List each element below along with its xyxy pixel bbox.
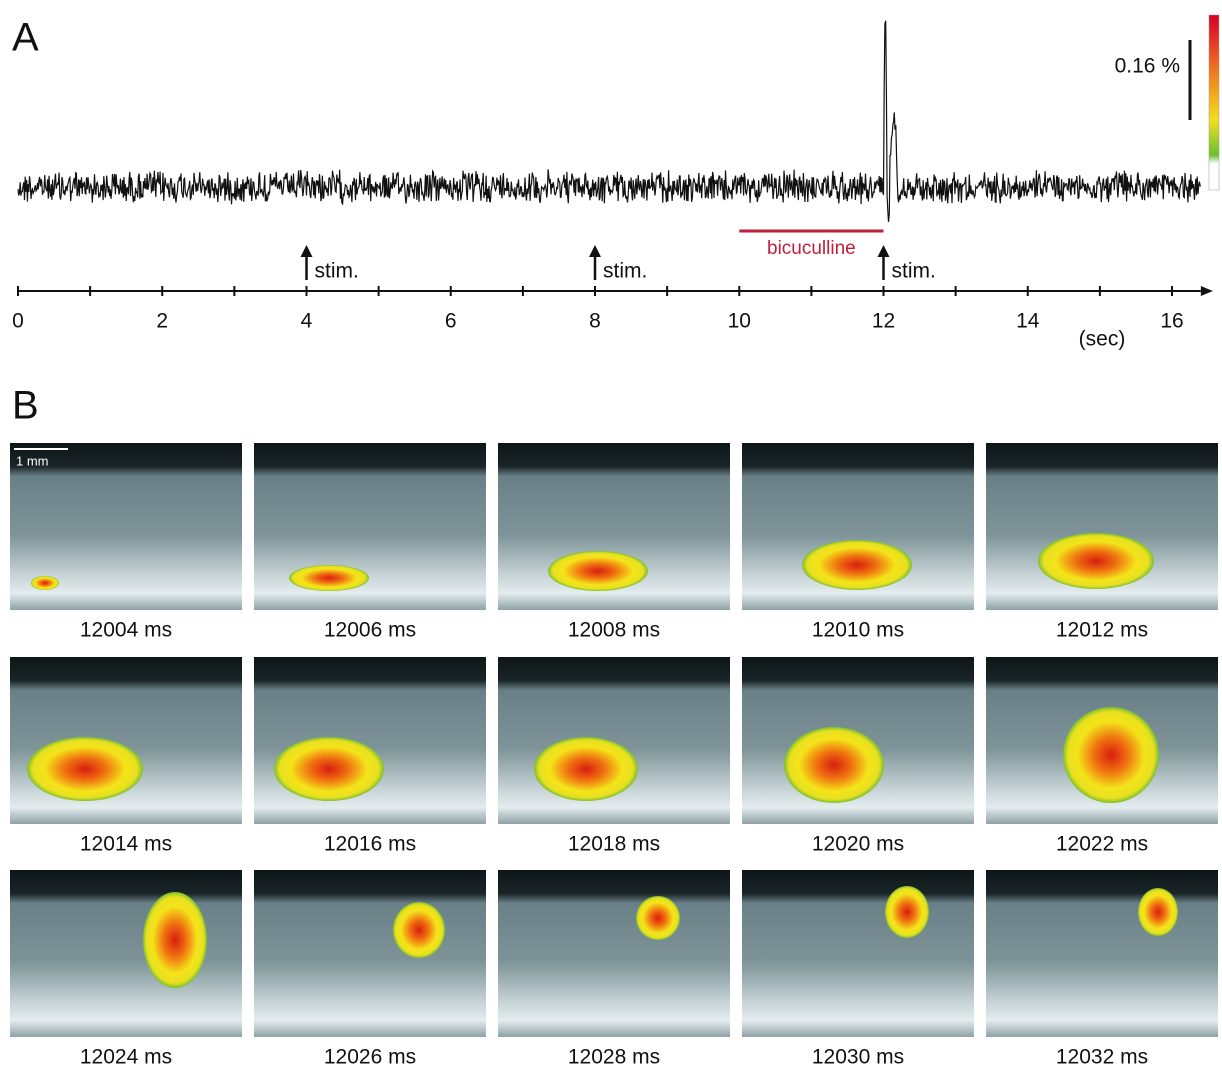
frame-label: 12006 ms <box>324 619 416 642</box>
stim-label: stim. <box>892 260 936 283</box>
stim-arrowhead <box>589 245 601 257</box>
activity-blob <box>885 886 929 938</box>
activity-blob <box>636 896 680 940</box>
activity-blob <box>534 737 638 801</box>
activity-blob <box>802 540 912 590</box>
x-tick-label: 0 <box>12 310 24 333</box>
image-tile <box>742 870 974 1037</box>
activity-blob <box>274 737 384 801</box>
stim-label: stim. <box>603 260 647 283</box>
frame-label: 12028 ms <box>568 1046 660 1069</box>
activity-blob <box>393 902 445 958</box>
activity-blob <box>289 565 369 591</box>
frame-label: 12014 ms <box>80 833 172 856</box>
trace-line <box>18 21 1201 222</box>
activity-blob <box>1063 707 1159 803</box>
frame-label: 12026 ms <box>324 1046 416 1069</box>
frame-label: 12020 ms <box>812 833 904 856</box>
image-tile <box>254 443 486 610</box>
frame-label: 12018 ms <box>568 833 660 856</box>
activity-blob <box>143 892 207 988</box>
axis-arrow <box>1201 286 1213 296</box>
x-tick-label: 12 <box>872 310 895 333</box>
activity-blob <box>31 576 59 590</box>
x-tick-label: 16 <box>1160 310 1183 333</box>
activity-blob <box>27 737 143 801</box>
frame-label: 12030 ms <box>812 1046 904 1069</box>
frame-label: 12016 ms <box>324 833 416 856</box>
axis-unit: (sec) <box>1079 328 1126 351</box>
color-bar <box>1209 15 1219 190</box>
frame-label: 12010 ms <box>812 619 904 642</box>
stim-label: stim. <box>315 260 359 283</box>
activity-blob <box>784 727 884 803</box>
figure: A B 0.16 % (sec) 0 2 4 6 8 10 12 14 16 stim. stim.… <box>0 0 1222 1070</box>
panel-label: B <box>12 384 39 428</box>
x-tick-label: 10 <box>728 310 751 333</box>
activity-blob <box>1038 533 1154 589</box>
frame-label: 12022 ms <box>1056 833 1148 856</box>
frame-label: 12024 ms <box>80 1046 172 1069</box>
activity-blob <box>548 551 648 591</box>
image-tile <box>10 870 242 1037</box>
drug-label: bicuculline <box>767 238 856 259</box>
x-tick-label: 2 <box>156 310 168 333</box>
frame-label: 12032 ms <box>1056 1046 1148 1069</box>
image-tile <box>254 870 486 1037</box>
image-tile <box>10 657 242 824</box>
x-tick-label: 6 <box>445 310 457 333</box>
image-tile <box>498 870 730 1037</box>
image-tile <box>254 657 486 824</box>
frame-label: 12004 ms <box>80 619 172 642</box>
frame-label: 12008 ms <box>568 619 660 642</box>
image-tile <box>498 657 730 824</box>
stim-arrowhead <box>878 245 890 257</box>
x-tick-label: 14 <box>1016 310 1040 333</box>
x-tick-label: 8 <box>589 310 601 333</box>
panel-label: A <box>12 16 39 60</box>
mm-scale-label: 1 mm <box>16 453 49 468</box>
scale-label: 0.16 % <box>1115 55 1180 78</box>
trace <box>18 21 1201 222</box>
x-tick-label: 4 <box>301 310 313 333</box>
activity-blob <box>1138 888 1178 936</box>
image-tile <box>986 870 1218 1037</box>
stim-arrowhead <box>301 245 313 257</box>
frame-label: 12012 ms <box>1056 619 1148 642</box>
